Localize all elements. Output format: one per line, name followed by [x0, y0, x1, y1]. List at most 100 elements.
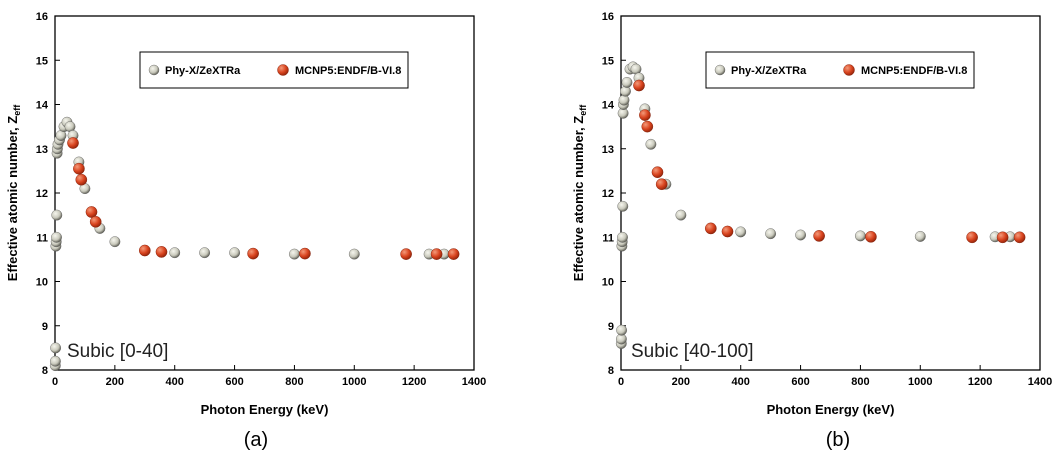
y-tick-label: 9 [42, 321, 48, 333]
series-phy-x-zextra [615, 61, 1016, 349]
y-axis-label-main: Effective atomic number, Z [5, 116, 20, 281]
chart-panel-a: 0 200 400 600 800 1000 1200 1400 8 9 10 11 12 13 14 15 1… [5, 11, 486, 451]
x-tick-label: 1200 [968, 376, 992, 388]
data-point-phy-x [616, 324, 627, 336]
data-point-phy-x [109, 236, 121, 248]
x-tick-label: 1200 [402, 376, 426, 388]
data-point-mcnp5 [721, 225, 734, 238]
data-point-mcnp5 [85, 206, 98, 218]
data-point-mcnp5 [633, 79, 645, 92]
y-axis-label-main: Effective atomic number, Z [571, 116, 586, 281]
data-point-phy-x [288, 248, 300, 260]
x-tick-label: 1400 [1028, 376, 1052, 388]
data-point-phy-x [621, 77, 633, 88]
legend: Phy-X/ZeXTRa MCNP5:ENDF/B-VI.8 [139, 51, 409, 89]
legend-marker-mcnp5 [843, 64, 855, 76]
legend-label-mcnp5: MCNP5:ENDF/B-VI.8 [861, 65, 967, 77]
x-tick-label: 800 [851, 376, 869, 388]
y-axis-label-subscript: eff [12, 104, 22, 116]
data-point-mcnp5 [639, 109, 651, 121]
x-tick-label: 200 [106, 376, 124, 388]
data-point-mcnp5 [73, 162, 85, 175]
data-point-phy-x [199, 247, 211, 259]
panel-label: (b) [826, 429, 850, 451]
series-mcnp5 [67, 137, 460, 260]
data-point-mcnp5 [651, 166, 664, 178]
panel-label: (a) [244, 429, 268, 451]
x-tick-label: 400 [732, 376, 750, 388]
data-point-phy-x [229, 247, 241, 259]
x-axis-label: Photon Energy (keV) [201, 402, 329, 417]
data-point-phy-x [51, 231, 62, 243]
series-phy-x-zextra [49, 116, 450, 371]
legend-label-mcnp5: MCNP5:ENDF/B-VI.8 [295, 65, 401, 77]
y-tick-label: 15 [36, 55, 48, 67]
y-tick-label: 15 [602, 55, 614, 67]
data-point-mcnp5 [447, 248, 460, 260]
data-point-phy-x [795, 229, 806, 241]
y-tick-label: 16 [36, 11, 48, 23]
y-axis-label: Effective atomic number, Zeff [571, 104, 588, 281]
x-tick-label: 1000 [908, 376, 932, 388]
legend-label-phy-x: Phy-X/ZeXTRa [165, 65, 241, 77]
y-tick-label: 8 [608, 365, 614, 377]
data-point-phy-x [914, 230, 926, 242]
legend-marker-mcnp5 [277, 64, 289, 76]
legend-marker-phy-x [714, 64, 726, 76]
data-point-phy-x [855, 230, 866, 242]
series-mcnp5 [633, 79, 1026, 244]
data-point-mcnp5 [966, 231, 978, 244]
y-tick-label: 13 [36, 144, 48, 156]
data-point-mcnp5 [641, 120, 654, 133]
data-point-mcnp5 [430, 248, 443, 260]
sample-annotation: Subic [40-100] [631, 341, 754, 362]
x-tick-label: 800 [285, 376, 303, 388]
data-point-phy-x [348, 248, 360, 260]
data-point-phy-x [169, 247, 181, 259]
data-point-mcnp5 [67, 137, 79, 149]
x-tick-label: 1000 [342, 376, 366, 388]
data-point-mcnp5 [813, 230, 825, 242]
data-point-phy-x [617, 200, 629, 212]
legend-label-phy-x: Phy-X/ZeXTRa [731, 65, 807, 77]
chart-panel-b: 0 200 400 600 800 1000 1200 1400 8 9 10 11 12 13 14 15 1… [571, 11, 1052, 451]
y-tick-label: 10 [602, 277, 614, 289]
data-point-mcnp5 [996, 231, 1009, 244]
legend: Phy-X/ZeXTRa MCNP5:ENDF/B-VI.8 [705, 51, 975, 89]
x-tick-label: 600 [225, 376, 243, 388]
data-point-phy-x [618, 94, 630, 106]
data-point-phy-x [645, 138, 657, 150]
x-axis-label: Photon Energy (keV) [767, 402, 895, 417]
data-point-mcnp5 [138, 244, 151, 257]
y-tick-label: 11 [602, 232, 614, 244]
data-point-phy-x [675, 209, 687, 221]
data-point-phy-x [735, 226, 747, 238]
x-tick-label: 1400 [462, 376, 486, 388]
y-tick-label: 11 [36, 232, 48, 244]
y-tick-label: 9 [608, 321, 614, 333]
y-tick-label: 12 [602, 188, 614, 200]
x-tick-label: 0 [52, 376, 58, 388]
legend-box [139, 51, 409, 89]
sample-annotation: Subic [0-40] [67, 341, 168, 362]
data-point-mcnp5 [247, 247, 259, 260]
y-tick-label: 14 [36, 100, 49, 112]
y-axis-label-subscript: eff [578, 104, 588, 116]
x-tick-label: 0 [618, 376, 624, 388]
x-tick-label: 600 [791, 376, 809, 388]
data-point-mcnp5 [865, 230, 877, 243]
data-point-mcnp5 [155, 246, 168, 258]
data-point-phy-x [617, 231, 628, 243]
y-tick-label: 8 [42, 365, 48, 377]
x-tick-label: 200 [672, 376, 690, 388]
data-point-mcnp5 [400, 248, 412, 260]
y-tick-label: 14 [602, 100, 615, 112]
data-point-phy-x [765, 228, 776, 240]
data-point-mcnp5 [89, 215, 102, 228]
data-point-mcnp5 [705, 222, 717, 235]
data-point-phy-x [50, 355, 61, 367]
legend-box [705, 51, 975, 89]
y-tick-label: 10 [36, 277, 48, 289]
x-tick-label: 400 [166, 376, 184, 388]
